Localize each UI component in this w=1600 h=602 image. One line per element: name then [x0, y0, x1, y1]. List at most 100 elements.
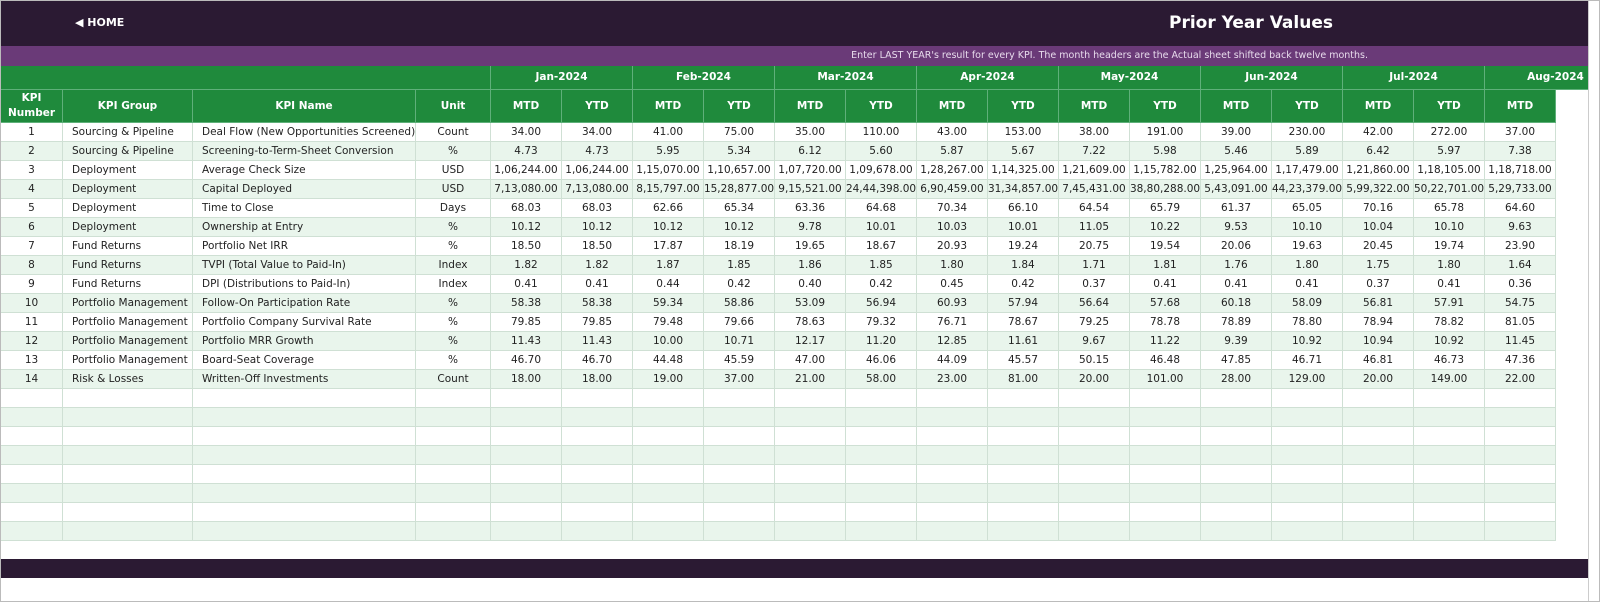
text-cell: 5 [1, 199, 63, 218]
value-cell: 78.82 [1414, 313, 1485, 332]
empty-cell [633, 503, 704, 522]
empty-cell [416, 408, 491, 427]
value-cell: 5.97 [1414, 142, 1485, 161]
value-cell: 65.34 [704, 199, 775, 218]
empty-cell [416, 484, 491, 503]
empty-cell [1414, 427, 1485, 446]
value-cell: 19.65 [775, 237, 846, 256]
value-cell: 1,18,718.00 [1485, 161, 1556, 180]
text-cell: Risk & Losses [63, 370, 193, 389]
text-cell: Count [416, 123, 491, 142]
value-cell: 11.22 [1130, 332, 1201, 351]
empty-cell [917, 503, 988, 522]
value-cell: 20.45 [1343, 237, 1414, 256]
text-cell: Deployment [63, 180, 193, 199]
value-cell: 5.67 [988, 142, 1059, 161]
value-cell: 65.78 [1414, 199, 1485, 218]
value-cell: 34.00 [562, 123, 633, 142]
value-cell: 1.85 [846, 256, 917, 275]
note: Enter LAST YEAR's result for every KPI. … [851, 50, 1368, 61]
empty-cell [562, 484, 633, 503]
empty-cell [775, 408, 846, 427]
value-cell: 46.06 [846, 351, 917, 370]
text-cell: Sourcing & Pipeline [63, 142, 193, 161]
text-cell: Fund Returns [63, 237, 193, 256]
empty-cell [1130, 465, 1201, 484]
value-cell: 79.48 [633, 313, 704, 332]
period-header: MTD [1343, 90, 1414, 123]
value-cell: 15,28,877.00 [704, 180, 775, 199]
text-cell: 12 [1, 332, 63, 351]
value-cell: 10.92 [1414, 332, 1485, 351]
value-cell: 70.34 [917, 199, 988, 218]
value-cell: 63.36 [775, 199, 846, 218]
text-cell: USD [416, 180, 491, 199]
text-cell: Deal Flow (New Opportunities Screened) [193, 123, 416, 142]
empty-cell [562, 503, 633, 522]
value-cell: 79.85 [491, 313, 562, 332]
empty-cell [846, 484, 917, 503]
empty-cell [1272, 503, 1343, 522]
value-cell: 22.00 [1485, 370, 1556, 389]
empty-cell [1201, 408, 1272, 427]
value-cell: 46.48 [1130, 351, 1201, 370]
value-cell: 64.68 [846, 199, 917, 218]
value-cell: 78.80 [1272, 313, 1343, 332]
value-cell: 1,25,964.00 [1201, 161, 1272, 180]
empty-cell [1272, 522, 1343, 541]
value-cell: 76.71 [917, 313, 988, 332]
value-cell: 68.03 [491, 199, 562, 218]
text-cell: Sourcing & Pipeline [63, 123, 193, 142]
value-cell: 19.54 [1130, 237, 1201, 256]
value-cell: 6.42 [1343, 142, 1414, 161]
empty-cell [1201, 503, 1272, 522]
value-cell: 1,07,720.00 [775, 161, 846, 180]
value-cell: 0.42 [846, 275, 917, 294]
month-header: Mar-2024 [775, 66, 917, 90]
value-cell: 11.43 [491, 332, 562, 351]
empty-cell [633, 484, 704, 503]
value-cell: 10.00 [633, 332, 704, 351]
empty-cell [704, 427, 775, 446]
value-cell: 5.87 [917, 142, 988, 161]
empty-cell [846, 389, 917, 408]
value-cell: 23.00 [917, 370, 988, 389]
value-cell: 191.00 [1130, 123, 1201, 142]
value-cell: 18.50 [491, 237, 562, 256]
empty-cell [1130, 389, 1201, 408]
value-cell: 5.98 [1130, 142, 1201, 161]
value-cell: 7.22 [1059, 142, 1130, 161]
home-arrow: ◀ [75, 16, 88, 29]
empty-cell [491, 465, 562, 484]
value-cell: 5.89 [1272, 142, 1343, 161]
value-cell: 0.41 [491, 275, 562, 294]
empty-cell [1059, 389, 1130, 408]
value-cell: 79.66 [704, 313, 775, 332]
empty-cell [491, 446, 562, 465]
empty-cell [1201, 465, 1272, 484]
text-cell: 4 [1, 180, 63, 199]
header-blank [1, 66, 491, 90]
value-cell: 68.03 [562, 199, 633, 218]
text-cell: 1 [1, 123, 63, 142]
empty-cell [917, 427, 988, 446]
value-cell: 5.95 [633, 142, 704, 161]
empty-cell [1059, 484, 1130, 503]
value-cell: 38,80,288.00 [1130, 180, 1201, 199]
value-cell: 1.82 [491, 256, 562, 275]
value-cell: 65.79 [1130, 199, 1201, 218]
value-cell: 101.00 [1130, 370, 1201, 389]
value-cell: 1.87 [633, 256, 704, 275]
empty-cell [1414, 522, 1485, 541]
home-button[interactable]: ◀ HOME [75, 16, 124, 29]
value-cell: 10.03 [917, 218, 988, 237]
empty-cell [846, 522, 917, 541]
value-cell: 42.00 [1343, 123, 1414, 142]
value-cell: 1.86 [775, 256, 846, 275]
value-cell: 19.24 [988, 237, 1059, 256]
empty-cell [1201, 389, 1272, 408]
empty-cell [704, 484, 775, 503]
empty-cell [988, 522, 1059, 541]
empty-cell [988, 503, 1059, 522]
